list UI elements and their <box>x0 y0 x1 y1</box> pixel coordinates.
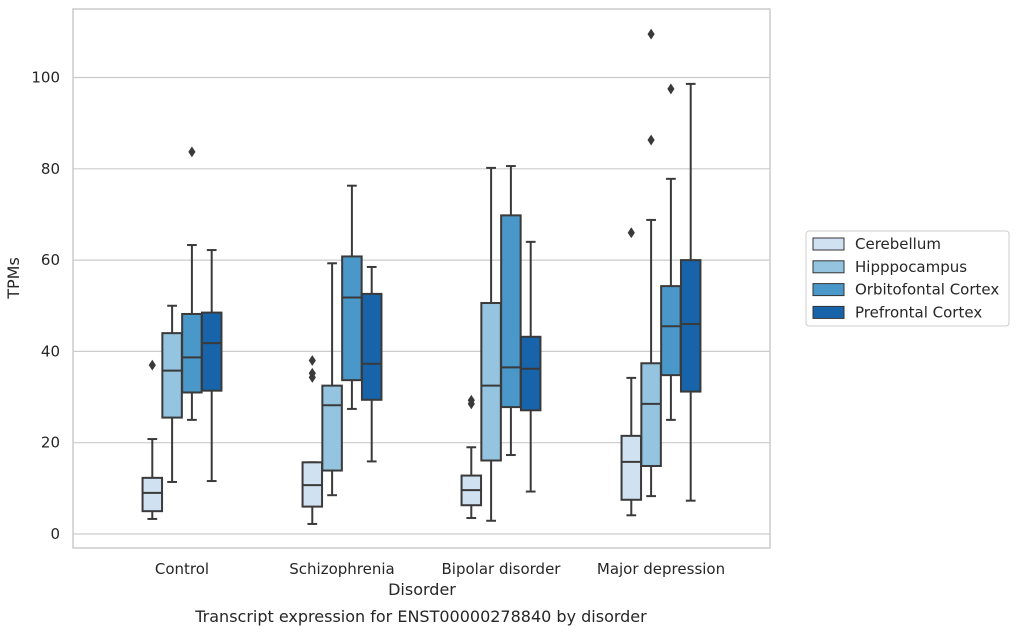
legend: Cerebellum Hipppocampus Orbitofontal Corte… <box>805 230 1010 327</box>
box-cerebellum-2 <box>460 394 483 520</box>
outlier-point <box>467 398 475 410</box>
iqr-box <box>640 362 662 467</box>
box-orbitofontal-cortex-3 <box>660 83 682 421</box>
y-axis-ticks: 0 20 40 60 80 100 <box>31 69 60 544</box>
x-tick-label: Bipolar disorder <box>442 560 562 578</box>
iqr-box <box>161 332 183 419</box>
iqr-box <box>200 311 223 392</box>
box-orbitofontal-cortex-1 <box>341 184 363 410</box>
y-tick-label: 60 <box>41 251 60 269</box>
box-prefrontal-cortex-1 <box>360 265 383 463</box>
outlier-point <box>188 146 196 158</box>
box-prefrontal-cortex-3 <box>679 82 702 502</box>
box-hipppocampus-2 <box>480 166 502 522</box>
legend-swatch <box>812 237 845 251</box>
y-axis-title: TPMs <box>4 257 23 300</box>
iqr-box <box>341 255 363 382</box>
y-tick-label: 20 <box>41 434 60 452</box>
iqr-box <box>500 214 522 409</box>
outlier-point <box>667 83 675 95</box>
legend-swatch <box>812 260 845 274</box>
y-tick-label: 0 <box>50 525 60 543</box>
y-tick-label: 40 <box>41 342 60 360</box>
outlier-point <box>647 134 655 146</box>
box-series <box>141 28 702 525</box>
outlier-point <box>308 372 316 383</box>
box-cerebellum-0 <box>141 359 164 520</box>
legend-swatch <box>812 283 845 297</box>
x-tick-label: Schizophrenia <box>289 560 394 578</box>
iqr-box <box>660 285 682 377</box>
box-hipppocampus-3 <box>640 28 662 498</box>
iqr-box <box>519 335 542 412</box>
box-prefrontal-cortex-0 <box>200 249 223 483</box>
box-orbitofontal-cortex-2 <box>500 165 522 457</box>
iqr-box <box>181 312 203 394</box>
legend-swatch <box>812 305 845 319</box>
iqr-box <box>360 292 383 401</box>
x-axis-title: Disorder <box>388 580 456 599</box>
box-cerebellum-1 <box>301 355 324 525</box>
iqr-box <box>480 302 502 462</box>
iqr-box <box>321 384 343 472</box>
box-prefrontal-cortex-2 <box>519 240 542 493</box>
iqr-box <box>141 476 164 513</box>
legend-label: Cerebellum <box>855 235 941 253</box>
legend-label: Prefrontal Cortex <box>855 303 982 321</box>
outlier-point <box>627 227 635 239</box>
iqr-box <box>679 259 702 393</box>
box-cerebellum-3 <box>620 227 643 517</box>
box-hipppocampus-1 <box>321 262 343 497</box>
plot-area <box>72 8 771 549</box>
outlier-point <box>308 355 316 366</box>
iqr-box <box>620 434 643 501</box>
outlier-point <box>148 359 156 371</box>
y-tick-label: 80 <box>41 160 60 178</box>
legend-frame <box>805 230 1010 327</box>
x-tick-label: Major depression <box>597 560 725 578</box>
outlier-point <box>647 28 655 40</box>
x-axis-ticks: Control Schizophrenia Bipolar disorder Majo… <box>155 560 725 578</box>
chart-caption: Transcript expression for ENST0000027884… <box>194 607 647 626</box>
y-tick-label: 100 <box>31 69 60 87</box>
x-tick-label: Control <box>155 560 209 578</box>
legend-label: Orbitofontal Cortex <box>855 281 999 299</box>
legend-label: Hipppocampus <box>855 258 967 276</box>
